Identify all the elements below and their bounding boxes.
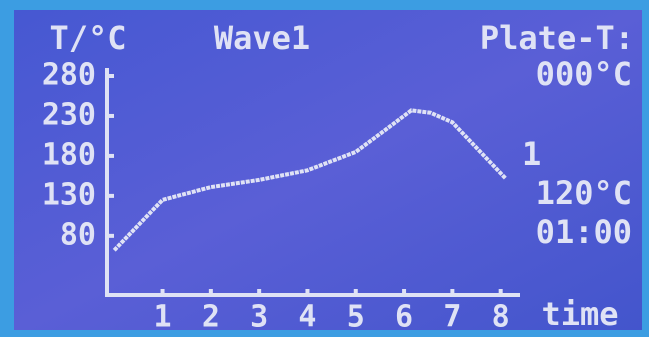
time-remaining: 01:00	[536, 213, 632, 251]
x-axis-label: time	[541, 295, 618, 333]
y-tick-label: 180	[42, 137, 96, 172]
step: 1	[522, 135, 541, 173]
y-tick-label: 280	[42, 57, 96, 92]
x-tick-label: 7	[443, 300, 461, 335]
x-tick-label: 3	[250, 300, 268, 335]
y-tick-label: 80	[60, 217, 96, 252]
lcd-screen: T/°C Wave1 Plate-T: 000°C 1 120°C 01:00 …	[0, 0, 649, 337]
set-temp: 120°C	[536, 174, 632, 212]
x-tick-label: 4	[298, 300, 316, 335]
page: T/°C Wave1 Plate-T: 000°C 1 120°C 01:00 …	[0, 0, 649, 337]
x-tick-label: 2	[202, 300, 220, 335]
plate-label: Plate-T:	[480, 19, 634, 57]
x-tick-label: 5	[347, 300, 365, 335]
y-axis-label: T/°C	[49, 19, 126, 57]
x-tick-label: 8	[492, 300, 510, 335]
plate-temp: 000°C	[536, 55, 632, 93]
chart-title: Wave1	[214, 19, 310, 57]
y-tick-label: 230	[42, 97, 96, 132]
x-tick-label: 1	[154, 300, 172, 335]
x-tick-label: 6	[395, 300, 413, 335]
y-tick-label: 130	[42, 177, 96, 212]
